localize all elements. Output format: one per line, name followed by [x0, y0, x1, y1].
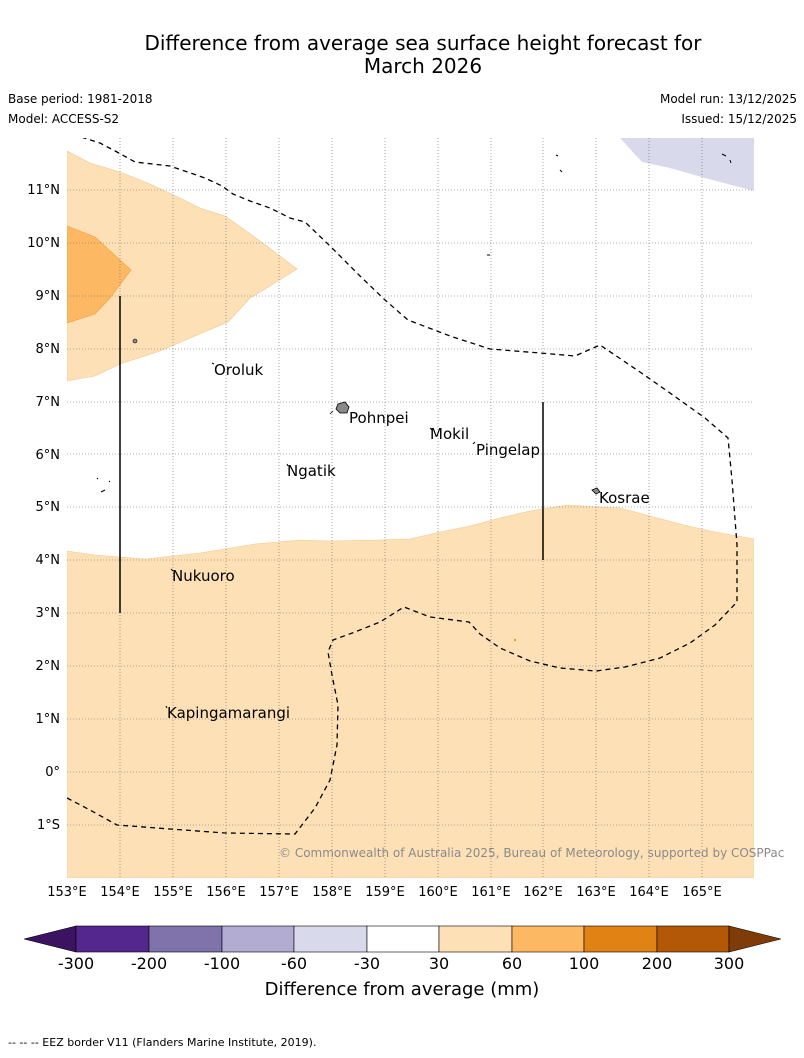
lon-tick: 161°E: [471, 885, 511, 900]
place-label-nukuoro: Nukuoro: [172, 567, 235, 585]
colorbar-segment: [366, 925, 440, 953]
island-ngatik: [286, 463, 289, 467]
lat-tick: 1°S: [37, 818, 60, 833]
colorbar-tick: 300: [714, 954, 745, 973]
island-nukuoro: [170, 568, 174, 572]
map-area: Oroluk Pohnpei Mokil Pingelap Ngatik Kos…: [67, 138, 754, 878]
island-pohnpei-reef: [329, 410, 334, 415]
colorbar: -300 -200 -100 -60 -30 30 60 100 200 300…: [23, 925, 782, 1000]
lon-tick: 162°E: [523, 885, 563, 900]
lat-tick: 9°N: [36, 289, 61, 304]
latitude-ticks: 11°N 10°N 9°N 8°N 7°N 6°N 5°N 4°N 3°N 2°…: [27, 183, 60, 833]
colorbar-tick: 30: [429, 954, 449, 973]
lat-tick: 11°N: [27, 183, 60, 198]
lon-tick: 153°E: [47, 885, 87, 900]
colorbar-tick: -30: [354, 954, 380, 973]
colorbar-segment: [656, 925, 730, 953]
colorbar-tick: 100: [569, 954, 600, 973]
island-north-small: [487, 153, 732, 256]
lon-tick: 158°E: [312, 885, 352, 900]
lat-tick: 2°N: [36, 659, 61, 674]
colorbar-segment: [221, 925, 295, 953]
island-west-small: [96, 477, 111, 493]
island-small-nw: [132, 338, 138, 344]
lat-tick: 10°N: [27, 236, 60, 251]
colorbar-tick: -200: [131, 954, 167, 973]
lon-tick: 155°E: [153, 885, 193, 900]
place-label-kapingamarangi: Kapingamarangi: [167, 704, 290, 722]
lat-tick: 4°N: [36, 553, 61, 568]
anomaly-patch-ne: [620, 138, 754, 191]
place-label-oroluk: Oroluk: [214, 361, 263, 379]
lon-tick: 156°E: [206, 885, 246, 900]
lon-tick: 164°E: [629, 885, 669, 900]
place-label-ngatik: Ngatik: [287, 462, 336, 480]
island-kosrae: [591, 487, 601, 495]
map-figure: Oroluk Pohnpei Mokil Pingelap Ngatik Kos…: [23, 138, 784, 1000]
island-kapingamarangi: [165, 705, 168, 709]
colorbar-segment: [293, 925, 368, 953]
graticule: [67, 138, 754, 878]
lon-tick: 160°E: [418, 885, 458, 900]
island-oroluk: [211, 362, 215, 365]
place-label-mokil: Mokil: [430, 425, 469, 443]
lat-tick: 3°N: [36, 606, 61, 621]
colorbar-segment: [438, 925, 513, 953]
lat-tick: 5°N: [36, 500, 61, 515]
place-label-pohnpei: Pohnpei: [349, 409, 409, 427]
lat-tick: 8°N: [36, 342, 61, 357]
eez-footnote: -- -- -- EEZ border V11 (Flanders Marine…: [8, 1036, 317, 1049]
colorbar-segment: [148, 925, 223, 953]
colorbar-arrow-high: [728, 925, 782, 953]
anomaly-band-south: [67, 504, 754, 878]
title-line-2: March 2026: [363, 54, 483, 78]
issued-date: Issued: 15/12/2025: [681, 112, 797, 126]
colorbar-tick: 200: [642, 954, 673, 973]
anomaly-tongue-nw: [67, 150, 298, 382]
longitude-ticks: 153°E 154°E 155°E 156°E 157°E 158°E 159°…: [47, 885, 722, 900]
colorbar-title: Difference from average (mm): [265, 979, 540, 1000]
anomaly-core-nw: [67, 225, 132, 324]
credit-text: © Commonwealth of Australia 2025, Bureau…: [279, 846, 784, 860]
lon-tick: 165°E: [682, 885, 722, 900]
colorbar-tick: -300: [58, 954, 94, 973]
lat-tick: 6°N: [36, 448, 61, 463]
lon-tick: 163°E: [576, 885, 616, 900]
lon-tick: 157°E: [259, 885, 299, 900]
island-mokil: [429, 427, 433, 431]
colorbar-segment: [583, 925, 658, 953]
lon-tick: 154°E: [100, 885, 140, 900]
colorbar-segment: [75, 925, 150, 953]
colorbar-tick: -60: [281, 954, 307, 973]
model-run: Model run: 13/12/2025: [659, 92, 797, 106]
map-title: Difference from average sea surface heig…: [0, 32, 804, 78]
colorbar-arrow-low: [23, 925, 77, 953]
island-pingelap: [472, 441, 476, 445]
title-line-1: Difference from average sea surface heig…: [144, 31, 702, 55]
place-label-kosrae: Kosrae: [599, 489, 650, 507]
anomaly-speck: [514, 639, 516, 641]
colorbar-segment: [511, 925, 585, 953]
island-pohnpei: [335, 401, 350, 414]
lat-tick: 7°N: [36, 395, 61, 410]
place-label-pingelap: Pingelap: [476, 441, 540, 459]
lat-tick: 1°N: [36, 712, 61, 727]
lat-tick: 0°: [45, 765, 60, 780]
base-period: Base period: 1981-2018: [8, 92, 153, 106]
colorbar-tick: 60: [502, 954, 522, 973]
lon-tick: 159°E: [365, 885, 405, 900]
colorbar-tick: -100: [204, 954, 240, 973]
model-name: Model: ACCESS-S2: [8, 112, 120, 126]
